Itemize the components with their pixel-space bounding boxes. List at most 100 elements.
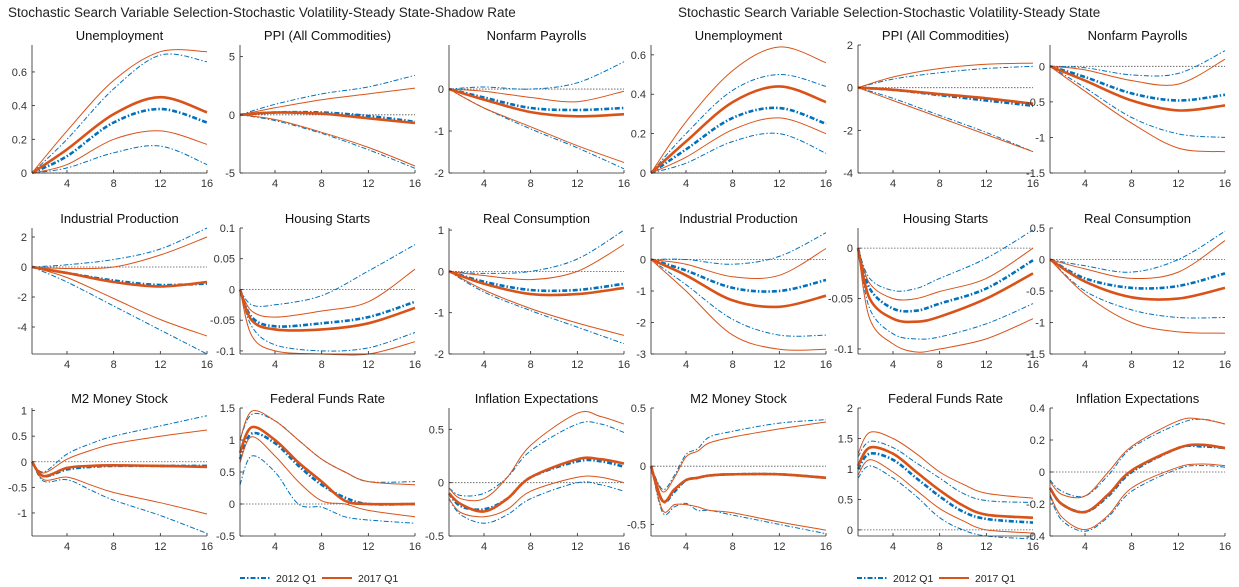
y-tick-label: 0 xyxy=(640,461,646,473)
series-line-2012q1-median xyxy=(447,458,625,512)
x-tick-label: 16 xyxy=(409,359,421,371)
x-tick-label: 12 xyxy=(1172,541,1184,553)
x-tick-label: 4 xyxy=(481,178,487,190)
series-line-2012q1-lower xyxy=(857,465,1034,540)
legend-label: 2017 Q1 xyxy=(975,573,1015,585)
series-line-2017q1-lower xyxy=(1049,65,1226,153)
y-tick-label: -5 xyxy=(225,168,235,180)
series-line-2017q1-lower xyxy=(1049,259,1226,334)
y-tick-label: 0.5 xyxy=(1030,223,1045,235)
series-line-2012q1-median xyxy=(448,87,625,112)
x-tick-label: 4 xyxy=(1082,178,1088,190)
y-tick-label: 0.5 xyxy=(12,431,27,443)
chart-panel: M2 Money Stock 4 8 12 16 -1 -0.5 0 0.5 1 xyxy=(8,391,213,553)
x-tick-label: 8 xyxy=(111,359,117,371)
y-tick-label: -2 xyxy=(434,349,444,361)
series-line-2012q1-upper xyxy=(239,244,416,307)
y-tick-label: -2 xyxy=(434,168,444,180)
y-tick-label: 0 xyxy=(229,110,235,122)
x-tick-label: 4 xyxy=(272,178,278,190)
series-line-2012q1-lower xyxy=(239,114,416,169)
series-line-2017q1-lower xyxy=(650,117,827,174)
y-tick-label: -0.5 xyxy=(627,519,646,531)
y-tick-label: 1 xyxy=(229,435,235,447)
chart-title: M2 Money Stock xyxy=(71,391,168,406)
y-tick-label: 0.5 xyxy=(838,494,853,506)
x-tick-label: 8 xyxy=(111,178,117,190)
series-line-2012q1-median xyxy=(30,460,207,478)
series-line-2012q1-median xyxy=(856,452,1034,524)
series-line-2012q1-lower xyxy=(448,481,625,524)
x-tick-label: 12 xyxy=(362,359,374,371)
series-line-2017q1-upper xyxy=(31,429,208,474)
y-tick-label: 0.4 xyxy=(12,101,27,113)
chart-panel: Federal Funds Rate 4 8 12 16 -0.5 0 0.5 1 1.5 xyxy=(216,391,421,553)
y-tick-label: 0.05 xyxy=(214,254,235,266)
legend-label: 2012 Q1 xyxy=(276,573,316,585)
y-tick-label: -4 xyxy=(843,168,853,180)
series-line-2012q1-upper xyxy=(1049,418,1226,498)
series-line-2017q1-median xyxy=(1049,65,1226,112)
chart-title: Inflation Expectations xyxy=(475,391,599,406)
y-tick-label: -2 xyxy=(17,292,27,304)
series-line-2017q1-lower xyxy=(1049,463,1226,531)
x-tick-label: 8 xyxy=(730,178,736,190)
series-line-2017q1-median xyxy=(239,111,416,125)
chart-title: M2 Money Stock xyxy=(690,391,787,406)
x-tick-label: 16 xyxy=(618,359,630,371)
series-line-2017q1-median xyxy=(650,258,827,309)
y-tick-label: 0.1 xyxy=(220,223,235,235)
series-line-2017q1-upper xyxy=(1049,240,1226,280)
series-line-2017q1-upper xyxy=(448,88,625,103)
y-tick-label: -0.4 xyxy=(1026,531,1045,543)
y-tick-label: 0.5 xyxy=(220,467,235,479)
series-line-2012q1-lower xyxy=(448,88,625,170)
series-line-2012q1-lower xyxy=(1049,259,1226,319)
x-tick-label: 16 xyxy=(1219,541,1231,553)
series-line-2017q1-lower xyxy=(31,130,208,174)
y-tick-label: 0 xyxy=(1039,61,1045,73)
series-line-2012q1-lower xyxy=(857,248,1034,340)
series-line-2017q1-upper xyxy=(650,248,827,280)
series-line-2017q1-lower xyxy=(448,475,625,518)
x-tick-label: 16 xyxy=(201,359,213,371)
x-tick-label: 4 xyxy=(890,541,896,553)
y-tick-label: 0 xyxy=(640,168,646,180)
y-tick-label: 2 xyxy=(847,403,853,415)
y-tick-label: -0.05 xyxy=(828,294,853,306)
x-tick-label: 8 xyxy=(319,541,325,553)
series-line-2017q1-median xyxy=(1048,443,1226,514)
x-tick-label: 12 xyxy=(1172,178,1184,190)
chart-title: Real Consumption xyxy=(483,211,590,226)
series-line-2017q1-upper xyxy=(448,411,625,502)
series-line-2017q1-upper xyxy=(857,431,1034,499)
series-line-2017q1-lower xyxy=(239,114,416,167)
x-tick-label: 8 xyxy=(937,541,943,553)
y-tick-label: 0 xyxy=(229,284,235,296)
series-line-2017q1-lower xyxy=(448,270,625,336)
series-line-2012q1-upper xyxy=(31,53,208,174)
chart-panel: Real Consumption 4 8 12 16 -2 -1 0 1 xyxy=(434,211,630,371)
x-tick-label: 16 xyxy=(1219,178,1231,190)
series-line-2017q1-median xyxy=(857,86,1034,105)
x-tick-label: 16 xyxy=(1219,359,1231,371)
chart-panel: PPI (All Commodities) 4 8 12 16 -5 0 5 xyxy=(225,28,421,190)
x-tick-label: 8 xyxy=(319,178,325,190)
series-line-2017q1-upper xyxy=(1049,58,1226,86)
series-line-2012q1-lower xyxy=(650,466,827,535)
x-tick-label: 16 xyxy=(820,359,832,371)
y-tick-label: 1.5 xyxy=(838,433,853,445)
x-tick-label: 16 xyxy=(201,541,213,553)
y-tick-label: -0.2 xyxy=(1026,499,1045,511)
series-line-2012q1-median xyxy=(238,289,416,328)
series-line-2012q1-lower xyxy=(31,145,208,174)
series-line-2012q1-median xyxy=(238,431,416,506)
series-line-2012q1-upper xyxy=(650,73,827,174)
y-tick-label: -0.1 xyxy=(216,346,235,358)
y-tick-label: 0 xyxy=(438,478,444,490)
y-tick-label: 0 xyxy=(1039,255,1045,267)
y-tick-label: 1.5 xyxy=(220,403,235,415)
